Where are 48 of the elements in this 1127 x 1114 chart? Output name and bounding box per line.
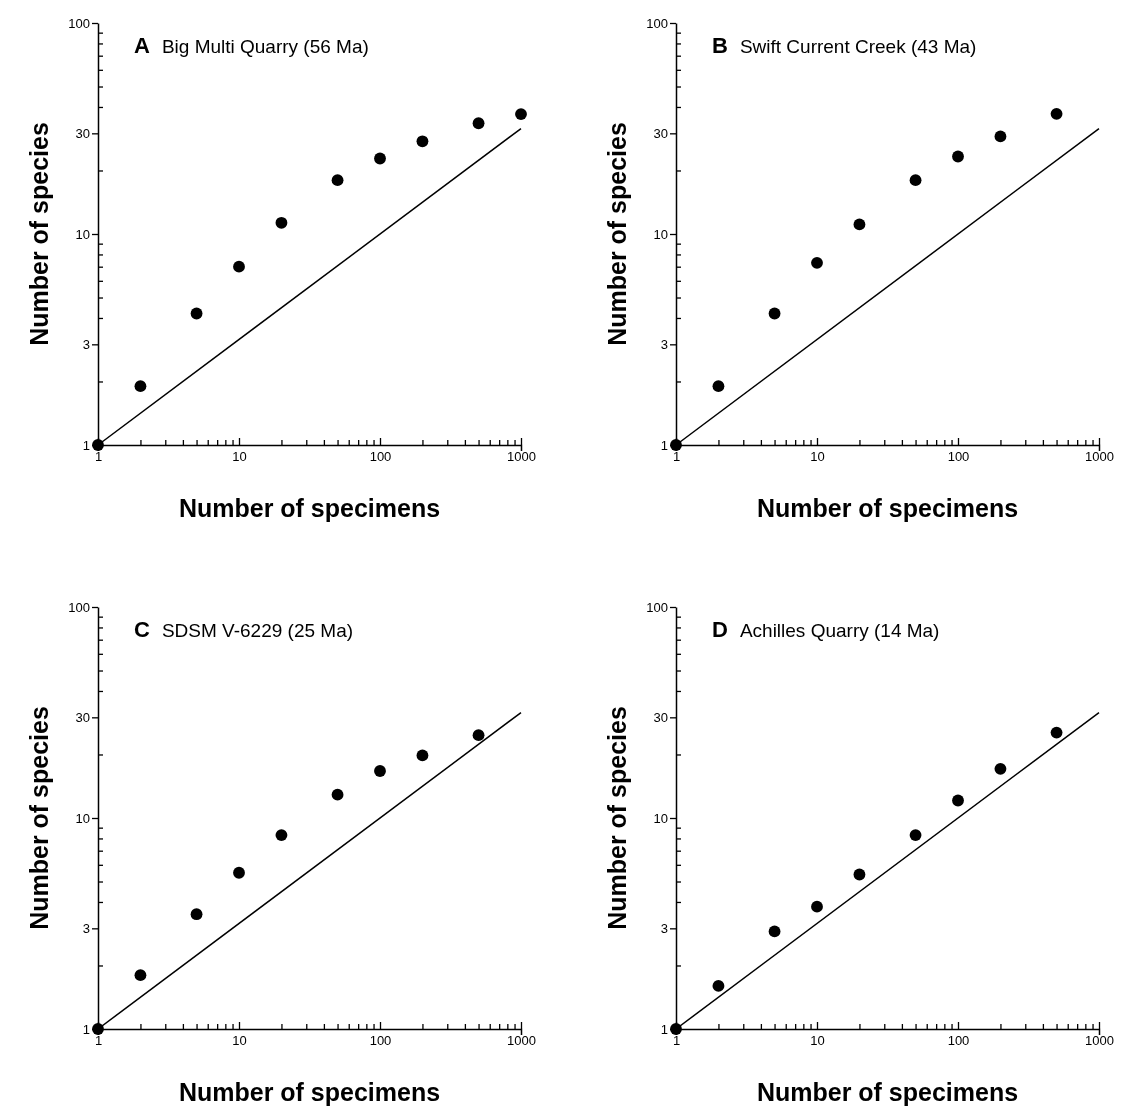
y-tick-label: 10 (653, 226, 668, 242)
y-tick-label: 100 (646, 599, 668, 615)
x-tick-label: 10 (810, 448, 825, 464)
y-tick-label: 1 (82, 437, 90, 453)
x-tick-label: 100 (947, 1032, 970, 1048)
chart-title: D Achilles Quarry (14 Ma) (712, 617, 940, 642)
y-tick-label: 30 (653, 709, 668, 725)
y-axis-title: Number of species (603, 122, 631, 346)
x-tick-label: 1 (672, 1032, 681, 1048)
y-tick-label: 100 (68, 599, 90, 615)
x-axis-title: Number of specimens (178, 494, 441, 522)
y-tick-label: 3 (82, 920, 90, 936)
y-tick-label: 1 (660, 1021, 668, 1037)
y-tick-label: 10 (653, 810, 668, 826)
x-tick-label: 10 (810, 1032, 825, 1048)
x-tick-label: 10 (232, 448, 247, 464)
x-axis-title: Number of specimens (756, 1078, 1019, 1106)
x-tick-label: 1000 (507, 448, 536, 464)
y-tick-label: 100 (68, 15, 90, 31)
x-tick-label: 1 (94, 1032, 103, 1048)
y-tick-label: 30 (75, 125, 90, 141)
y-tick-label: 1 (82, 1021, 90, 1037)
chart-title: B Swift Current Creek (43 Ma) (712, 33, 977, 58)
y-tick-label: 10 (75, 810, 90, 826)
y-tick-label: 30 (75, 709, 90, 725)
x-tick-label: 100 (369, 448, 392, 464)
x-tick-label: 10 (232, 1032, 247, 1048)
y-tick-label: 10 (75, 226, 90, 242)
x-tick-label: 1000 (1085, 1032, 1114, 1048)
x-axis-title: Number of specimens (756, 494, 1019, 522)
y-axis-title: Number of species (25, 122, 53, 346)
x-tick-label: 100 (369, 1032, 392, 1048)
x-tick-label: 1000 (1085, 448, 1114, 464)
x-axis-title: Number of specimens (178, 1078, 441, 1106)
x-tick-label: 1 (672, 448, 681, 464)
chart-title: C SDSM V-6229 (25 Ma) (134, 617, 354, 642)
x-tick-label: 1000 (507, 1032, 536, 1048)
y-tick-label: 3 (660, 336, 668, 352)
y-tick-label: 100 (646, 15, 668, 31)
y-tick-label: 3 (82, 336, 90, 352)
x-tick-label: 1 (94, 448, 103, 464)
y-axis-title: Number of species (25, 706, 53, 930)
y-tick-label: 3 (660, 920, 668, 936)
chart-title: A Big Multi Quarry (56 Ma) (134, 33, 369, 58)
y-tick-label: 30 (653, 125, 668, 141)
x-tick-label: 100 (947, 448, 970, 464)
y-axis-title: Number of species (603, 706, 631, 930)
y-tick-label: 1 (660, 437, 668, 453)
